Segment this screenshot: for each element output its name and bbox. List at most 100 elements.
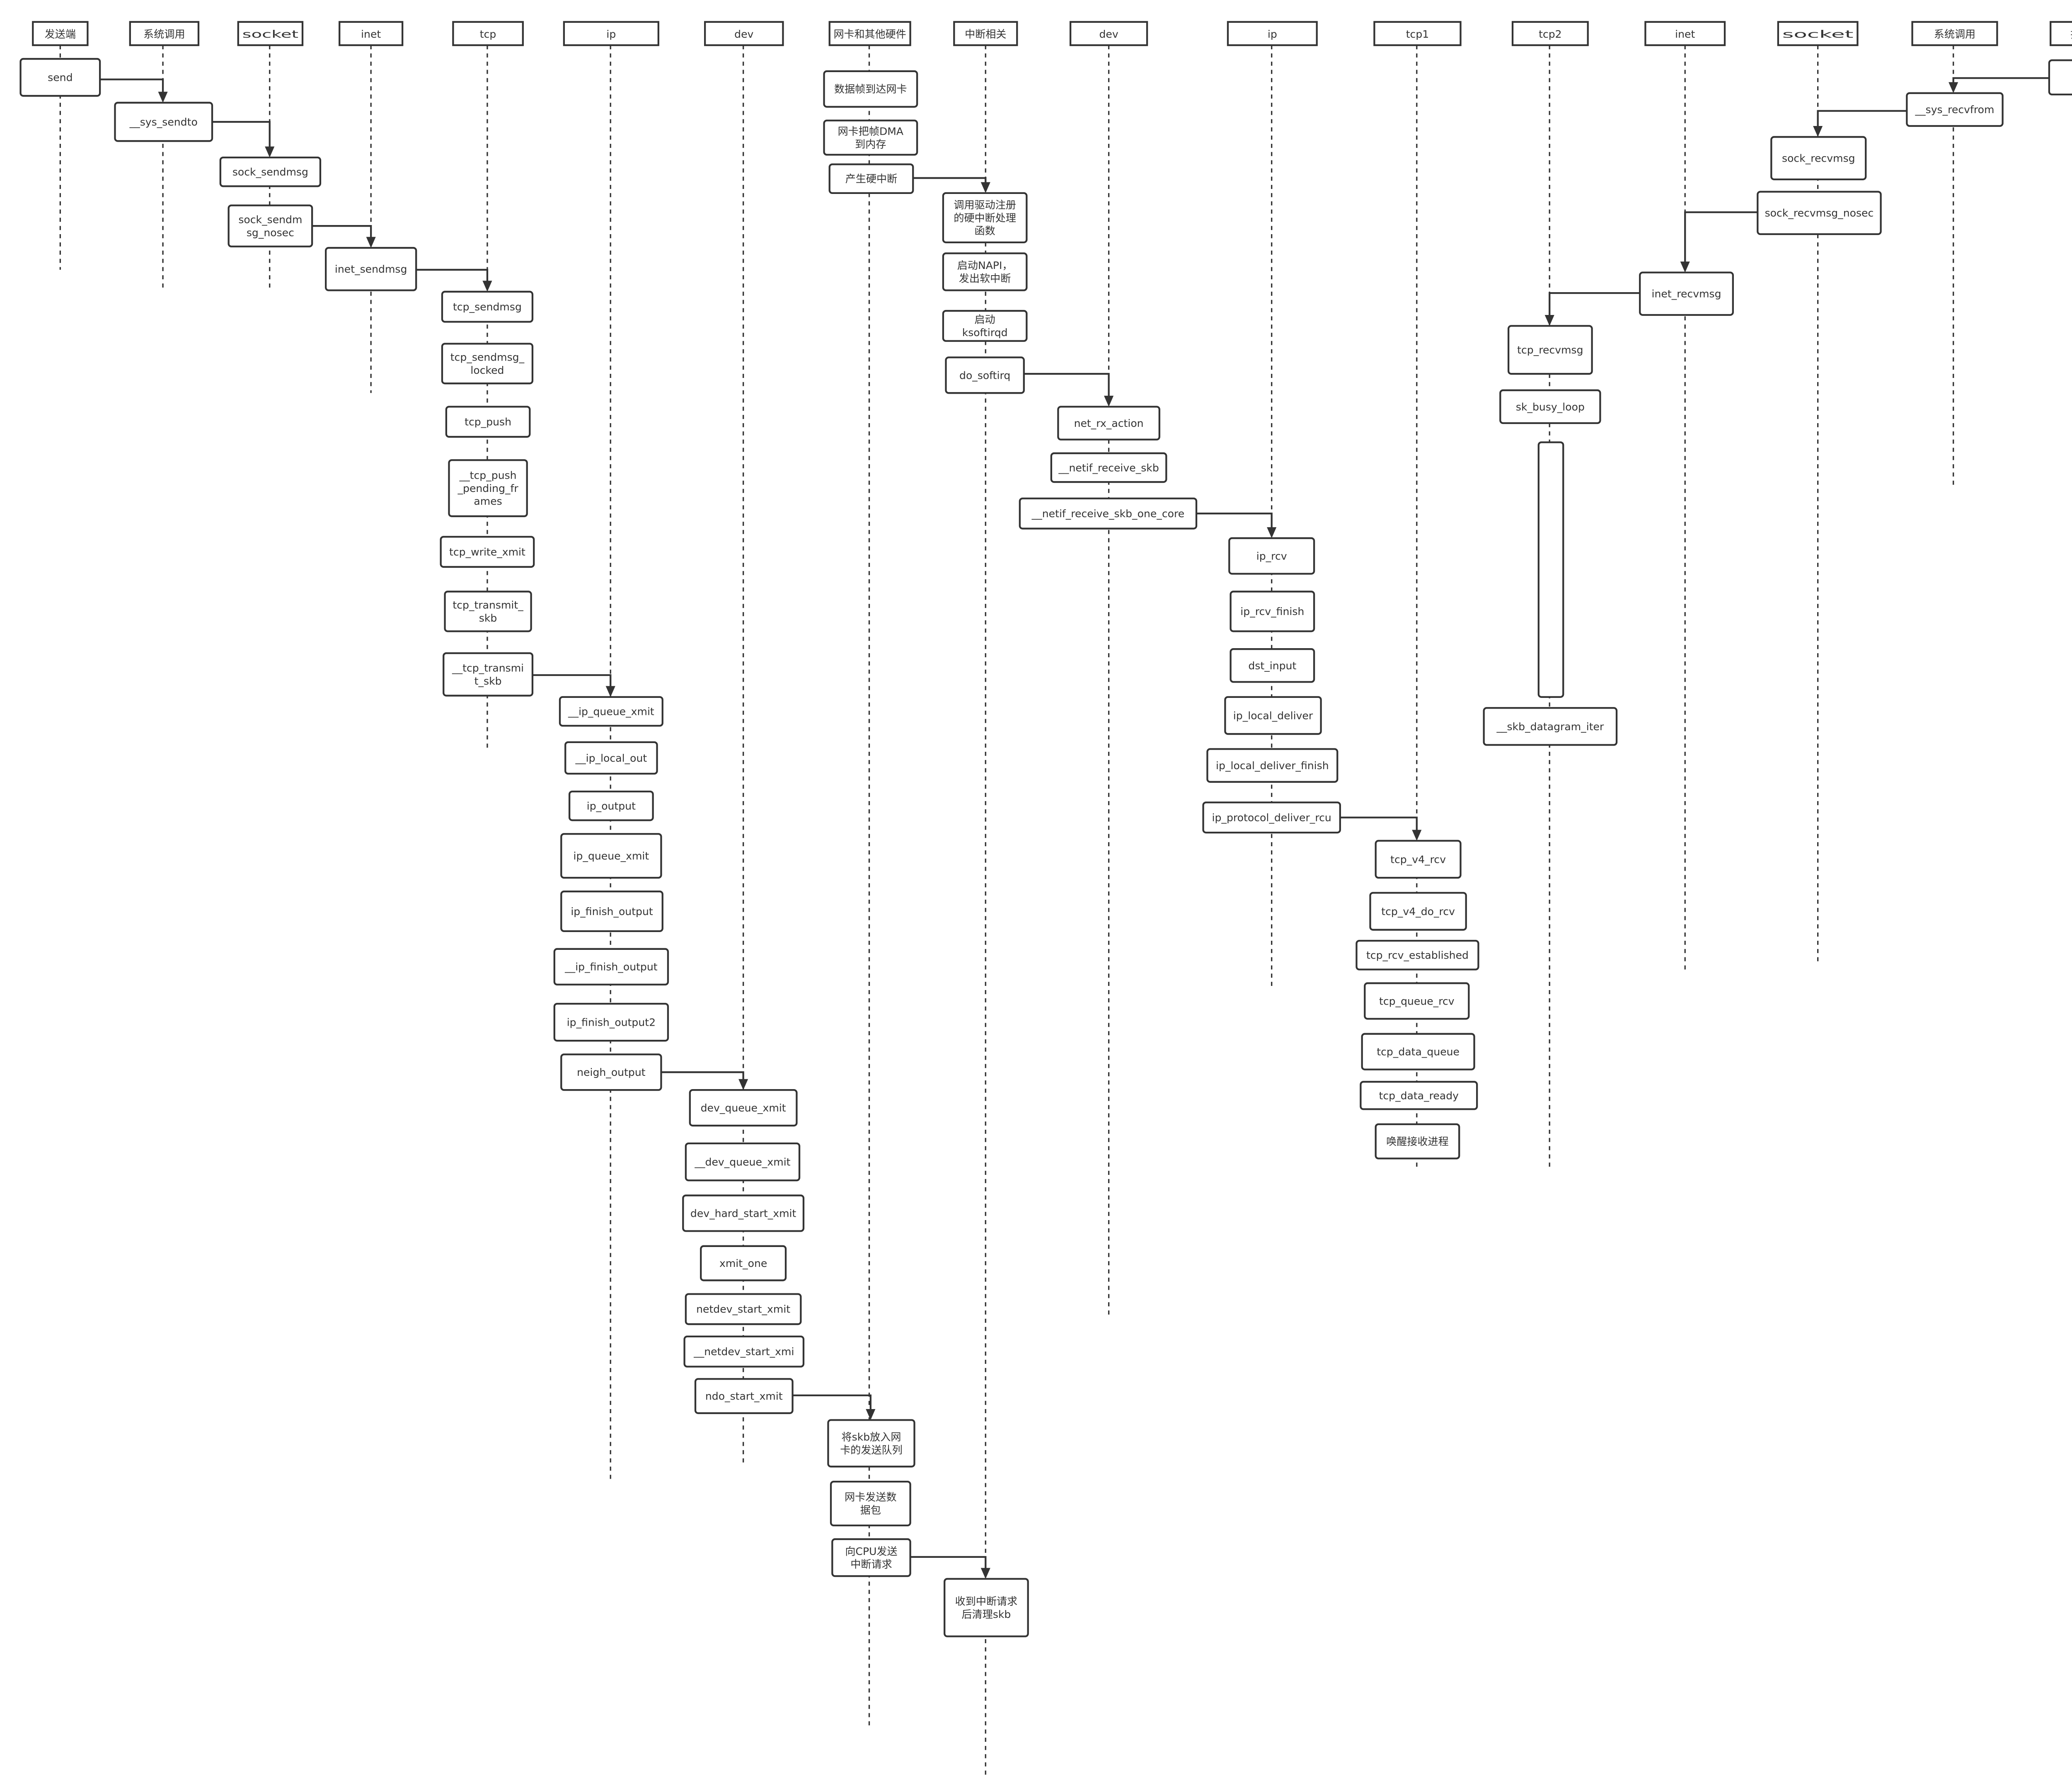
call-arrow bbox=[1340, 816, 1422, 841]
call-box: __netdev_start_xmi bbox=[683, 1335, 805, 1368]
call-box-frame bbox=[1375, 840, 1462, 879]
call-box: __ip_local_out bbox=[564, 741, 658, 775]
call-box-frame bbox=[114, 102, 213, 142]
call-box-label: tcp_push bbox=[465, 416, 511, 428]
arrowhead-icon bbox=[1813, 126, 1823, 137]
call-box-label: tcp_transmit_ bbox=[453, 599, 523, 611]
call-box: tcp_write_xmit bbox=[440, 536, 535, 568]
call-box-label: inet_recvmsg bbox=[1652, 288, 1721, 300]
call-box: __skb_datagram_iter bbox=[1483, 707, 1618, 746]
call-box-frame bbox=[828, 163, 914, 194]
lane-header: 接收端 bbox=[2050, 21, 2072, 46]
lane-header-label: dev bbox=[734, 28, 753, 40]
lane-header: dev bbox=[1069, 21, 1148, 46]
lane-header-box bbox=[953, 21, 1018, 46]
call-box-frame bbox=[1499, 389, 1601, 424]
call-box-frame bbox=[1770, 136, 1867, 180]
call-box-frame bbox=[444, 591, 532, 632]
call-box-frame bbox=[1050, 452, 1167, 483]
call-box-label: netdev_start_xmit bbox=[696, 1303, 790, 1315]
lane-header: 系统调用 bbox=[1911, 21, 1998, 46]
arrows bbox=[100, 77, 2049, 1579]
call-box-label: dev_hard_start_xmit bbox=[690, 1207, 796, 1219]
call-box-label: 产生硬中断 bbox=[845, 173, 897, 185]
call-box: ip_rcv_finish bbox=[1230, 591, 1315, 632]
call-box: ip_output bbox=[568, 790, 654, 821]
lane-header-label: tcp2 bbox=[1539, 28, 1562, 40]
lane-header-label: ip bbox=[606, 28, 616, 40]
call-box-frame bbox=[942, 192, 1028, 243]
lane-header-label: 网卡和其他硬件 bbox=[834, 28, 906, 40]
lane-headers: 发送端 系统调用 socket inet tcp ip dev 网卡和其他硬件 中断相关 dev i… bbox=[32, 21, 2072, 46]
lane-header: tcp2 bbox=[1511, 21, 1589, 46]
call-box-frame bbox=[942, 252, 1028, 291]
call-box-frame bbox=[219, 156, 322, 187]
call-box-frame bbox=[1757, 191, 1882, 235]
call-box-frame bbox=[440, 536, 535, 568]
call-box-label: 收到中断请求 bbox=[955, 1595, 1018, 1607]
lane-header: inet bbox=[1644, 21, 1726, 46]
call-box-label: sk_busy_loop bbox=[1516, 401, 1585, 413]
call-box-frame bbox=[441, 343, 534, 385]
call-box-label: __tcp_transmi bbox=[452, 662, 524, 674]
call-box-label: __sys_recvfrom bbox=[1915, 104, 1995, 116]
call-box-frame bbox=[823, 70, 918, 108]
call-box-label: __sys_sendto bbox=[129, 116, 198, 128]
call-box-label: 唤醒接收进程 bbox=[1386, 1136, 1449, 1148]
lane-header: ip bbox=[1227, 21, 1318, 46]
call-box-label: tcp_sendmsg_ bbox=[450, 351, 525, 363]
call-box: inet_recvmsg bbox=[1639, 271, 1734, 316]
call-box-label: ip_queue_xmit bbox=[574, 850, 649, 862]
call-box-label: __dev_queue_xmit bbox=[694, 1156, 790, 1168]
call-box-frame bbox=[682, 1194, 805, 1232]
call-box-label: ip_output bbox=[587, 800, 636, 812]
call-box: 启动NAPI，发出软中断 bbox=[942, 252, 1028, 291]
call-box: sock_recvmsg_nosec bbox=[1757, 191, 1882, 235]
call-box-frame bbox=[568, 790, 654, 821]
lane-header-box bbox=[452, 21, 524, 46]
call-box: ip_finish_output2 bbox=[553, 1002, 669, 1042]
call-box-label: _pending_fr bbox=[457, 482, 518, 494]
call-arrow bbox=[913, 177, 990, 193]
lane-header-box bbox=[1777, 21, 1859, 46]
call-box-frame bbox=[228, 204, 313, 247]
call-box-frame bbox=[1356, 940, 1479, 971]
call-box-label: xmit_one bbox=[719, 1257, 767, 1269]
call-box-frame bbox=[1483, 707, 1618, 746]
call-box-frame bbox=[1639, 271, 1734, 316]
call-box-frame bbox=[689, 1089, 798, 1127]
call-box: tcp_queue_rcv bbox=[1364, 982, 1470, 1020]
call-box-label: do_softirq bbox=[959, 369, 1010, 381]
lane-header-box bbox=[563, 21, 659, 46]
call-arrow bbox=[532, 674, 615, 697]
lane-header-label: socket bbox=[1782, 28, 1854, 40]
call-arrow bbox=[1024, 373, 1114, 407]
lane-header-box bbox=[1069, 21, 1148, 46]
call-box-frame bbox=[700, 1245, 787, 1281]
lane-header: tcp1 bbox=[1373, 21, 1462, 46]
call-box-label: 到内存 bbox=[855, 138, 886, 150]
lane-header-box bbox=[1373, 21, 1462, 46]
arrowhead-icon bbox=[482, 281, 492, 292]
call-arrow bbox=[1813, 110, 1907, 137]
call-box: dev_queue_xmit bbox=[689, 1089, 798, 1127]
call-box-frame bbox=[831, 1538, 911, 1577]
call-box-label: tcp_sendmsg bbox=[453, 301, 522, 313]
call-box-frame bbox=[1206, 748, 1339, 783]
call-box: ip_finish_output bbox=[560, 890, 663, 932]
call-box-label: 卡的发送队列 bbox=[840, 1444, 903, 1456]
call-box-frame bbox=[2048, 59, 2072, 96]
call-box-frame bbox=[325, 247, 417, 291]
lane-header-box bbox=[32, 21, 89, 46]
call-arrow bbox=[416, 269, 492, 292]
call-box: __sys_sendto bbox=[114, 102, 213, 142]
call-box: neigh_output bbox=[560, 1053, 662, 1091]
call-box-label: ip_finish_output bbox=[571, 906, 653, 918]
lane-header-label: 接收端 bbox=[2070, 28, 2072, 40]
call-box-frame bbox=[944, 1578, 1029, 1637]
call-box-frame bbox=[443, 652, 534, 697]
call-box: tcp_v4_do_rcv bbox=[1369, 892, 1467, 931]
call-box-frame bbox=[1360, 1081, 1478, 1110]
arrowhead-icon bbox=[1680, 262, 1690, 273]
